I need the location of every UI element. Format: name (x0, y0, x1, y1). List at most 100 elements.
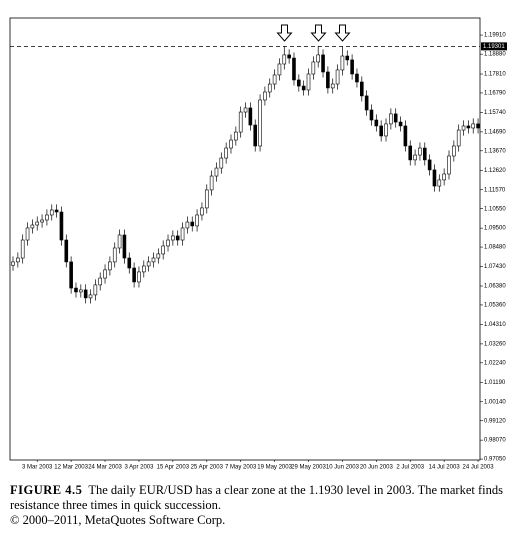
copyright: © 2000–2011, MetaQuotes Software Corp. (10, 513, 226, 527)
candle-body (345, 55, 350, 61)
candle-body (54, 209, 59, 213)
x-tick-label: 3 Apr 2003 (124, 465, 154, 471)
y-tick-label: 1.18880 (484, 52, 506, 58)
candle-body (311, 61, 316, 75)
candle-body (432, 169, 437, 187)
y-tick-label: 1.11570 (484, 187, 506, 193)
candle-body (98, 277, 102, 286)
candle-body (403, 125, 408, 147)
candle-body (112, 247, 117, 263)
candle-body (355, 73, 359, 83)
level-label-box (481, 42, 507, 51)
caption-text: The daily EUR/USD has a clear zone at th… (10, 483, 503, 512)
arrow (276, 24, 293, 42)
candle-body (137, 271, 141, 283)
candle-body (471, 123, 476, 129)
candle-body (20, 239, 25, 259)
y-tick-label: 1.10550 (484, 206, 506, 212)
candle-body (437, 179, 442, 187)
candle-body (171, 235, 175, 241)
candle-body (79, 289, 83, 293)
candle-body (413, 154, 417, 161)
candle-body (326, 71, 330, 89)
candle-body (267, 83, 272, 93)
candle-body (238, 111, 243, 133)
candle-body (200, 207, 204, 216)
candle-body (234, 131, 238, 141)
figure-label: FIGURE 4.5 (10, 483, 83, 497)
candle-body (272, 74, 277, 85)
candle-body (359, 81, 364, 97)
candle-body (146, 261, 151, 267)
candle-body (292, 57, 296, 81)
plot-frame (9, 17, 481, 461)
x-tick-label: 2 Jul 2003 (396, 465, 424, 471)
candle-body (389, 113, 393, 125)
candle-body (364, 95, 369, 111)
x-tick-label: 19 May 2003 (257, 465, 292, 471)
candle-body (156, 253, 161, 259)
y-tick-label: 1.03260 (484, 341, 506, 347)
candle-body (93, 284, 98, 296)
y-tick-label: 1.00140 (484, 399, 506, 405)
x-tick-label: 10 Jun 2003 (326, 465, 360, 471)
x-tick-label: 14 Jul 2003 (429, 465, 461, 471)
candle-body (204, 189, 209, 209)
candle-body (209, 175, 214, 191)
x-tick-label: 24 Jul 2003 (463, 465, 495, 471)
x-tick-label: 25 Apr 2003 (191, 465, 224, 471)
y-tick-label: 1.14690 (484, 129, 506, 135)
y-tick-label: 1.17810 (484, 72, 506, 78)
candle-body (49, 209, 54, 216)
candle-body (374, 119, 379, 127)
candle-body (83, 289, 88, 299)
candle-body (476, 123, 480, 129)
candle-body (180, 227, 185, 241)
candle-body (30, 224, 35, 229)
candle-body (103, 269, 107, 279)
candle-body (442, 173, 446, 181)
arrow (334, 24, 351, 42)
candle-body (301, 85, 306, 91)
candle-body (122, 234, 127, 259)
candle-body (408, 145, 413, 161)
candle-body (248, 107, 253, 126)
x-tick-label: 7 May 2003 (225, 465, 257, 471)
candle-body (369, 109, 374, 121)
y-tick-label: 1.16790 (484, 91, 506, 97)
candle-body (398, 121, 403, 127)
candle-body (35, 221, 40, 226)
caption: FIGURE 4.5 The daily EUR/USD has a clear … (10, 483, 510, 528)
candle-body (45, 214, 49, 221)
candle-body (282, 54, 287, 65)
y-tick-label: 1.04310 (484, 322, 506, 328)
y-tick-label: 0.99120 (484, 418, 506, 424)
candle-body (141, 265, 146, 273)
candle-body (447, 155, 451, 175)
candle-body (330, 83, 335, 89)
candle-body (461, 125, 466, 131)
candle-body (243, 107, 248, 113)
candle-body (466, 125, 471, 129)
candle-body (229, 139, 233, 149)
candle-body (195, 214, 199, 227)
x-tick-label: 20 Jun 2003 (360, 465, 394, 471)
candle-body (277, 63, 282, 76)
chart: 1.19910 1.18880 1.17810 1.16790 1.15740 1.146… (9, 17, 507, 471)
candle-body (384, 123, 388, 137)
candle-body (340, 55, 345, 71)
candle-body (427, 159, 432, 171)
candle-body (108, 261, 112, 271)
candle-body (335, 69, 340, 85)
candle-body (297, 79, 301, 87)
candle-body (422, 147, 427, 161)
candle-body (214, 167, 219, 177)
candle-body (224, 147, 228, 159)
candle-body (219, 157, 224, 169)
candle-body (393, 113, 398, 123)
candle-body (306, 73, 311, 91)
x-tick-label: 3 Mar 2003 (22, 465, 53, 471)
candle-body (456, 129, 461, 147)
y-tick-label: 1.12620 (484, 168, 506, 174)
y-tick-label: 1.06380 (484, 284, 506, 290)
